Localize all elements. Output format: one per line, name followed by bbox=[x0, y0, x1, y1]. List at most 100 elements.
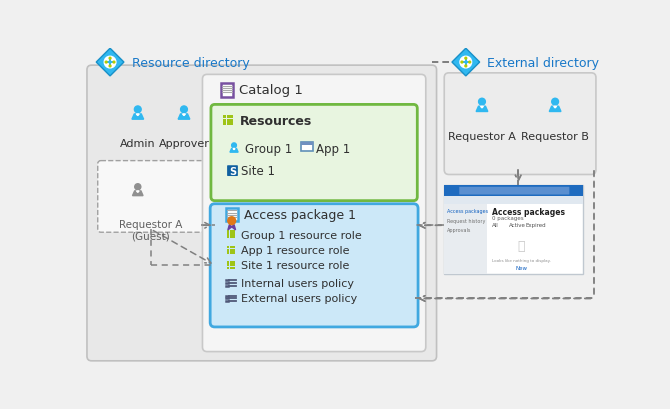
Text: Resources: Resources bbox=[239, 115, 312, 128]
Text: Group 1 resource role: Group 1 resource role bbox=[241, 230, 362, 240]
FancyBboxPatch shape bbox=[444, 74, 596, 175]
Polygon shape bbox=[178, 115, 190, 120]
Text: 🕊: 🕊 bbox=[517, 239, 525, 252]
Circle shape bbox=[460, 57, 472, 69]
Text: Access package 1: Access package 1 bbox=[244, 209, 356, 222]
FancyBboxPatch shape bbox=[230, 116, 234, 119]
FancyBboxPatch shape bbox=[232, 267, 234, 270]
Circle shape bbox=[469, 62, 470, 64]
FancyBboxPatch shape bbox=[226, 264, 229, 267]
FancyBboxPatch shape bbox=[226, 246, 229, 249]
Circle shape bbox=[105, 57, 116, 69]
FancyBboxPatch shape bbox=[232, 249, 234, 251]
Polygon shape bbox=[96, 49, 124, 77]
FancyBboxPatch shape bbox=[227, 116, 230, 119]
Text: Requestor A
(Guest): Requestor A (Guest) bbox=[119, 220, 182, 241]
Polygon shape bbox=[549, 107, 561, 112]
Polygon shape bbox=[480, 107, 484, 109]
FancyBboxPatch shape bbox=[227, 123, 230, 126]
Text: Active: Active bbox=[509, 222, 526, 228]
FancyBboxPatch shape bbox=[230, 252, 232, 254]
FancyBboxPatch shape bbox=[226, 261, 229, 264]
Circle shape bbox=[232, 144, 237, 148]
Polygon shape bbox=[233, 149, 235, 150]
FancyBboxPatch shape bbox=[232, 261, 234, 264]
Polygon shape bbox=[228, 225, 232, 230]
Circle shape bbox=[109, 58, 111, 60]
FancyBboxPatch shape bbox=[223, 119, 226, 123]
FancyBboxPatch shape bbox=[98, 161, 204, 233]
Text: Access packages: Access packages bbox=[446, 209, 488, 214]
FancyBboxPatch shape bbox=[301, 143, 314, 152]
Circle shape bbox=[461, 62, 463, 64]
Text: Approver: Approver bbox=[159, 139, 210, 149]
Text: Looks like nothing to display.: Looks like nothing to display. bbox=[492, 259, 551, 263]
Text: Site 1 resource role: Site 1 resource role bbox=[241, 261, 349, 271]
Text: External users policy: External users policy bbox=[241, 294, 357, 304]
FancyBboxPatch shape bbox=[230, 234, 232, 236]
Text: All: All bbox=[492, 222, 498, 228]
FancyBboxPatch shape bbox=[232, 252, 234, 254]
FancyBboxPatch shape bbox=[444, 186, 583, 274]
FancyBboxPatch shape bbox=[230, 249, 232, 251]
FancyBboxPatch shape bbox=[226, 252, 229, 254]
FancyBboxPatch shape bbox=[230, 261, 232, 264]
FancyBboxPatch shape bbox=[444, 186, 583, 197]
Polygon shape bbox=[553, 107, 557, 109]
Text: App 1 resource role: App 1 resource role bbox=[241, 245, 350, 255]
FancyBboxPatch shape bbox=[223, 123, 226, 126]
Circle shape bbox=[113, 62, 115, 64]
Text: Site 1: Site 1 bbox=[241, 165, 275, 178]
FancyBboxPatch shape bbox=[226, 234, 229, 236]
FancyBboxPatch shape bbox=[444, 204, 486, 274]
FancyBboxPatch shape bbox=[230, 246, 232, 249]
Polygon shape bbox=[476, 107, 488, 112]
FancyBboxPatch shape bbox=[459, 187, 570, 195]
FancyBboxPatch shape bbox=[230, 119, 234, 123]
FancyBboxPatch shape bbox=[226, 267, 229, 270]
FancyBboxPatch shape bbox=[232, 236, 234, 239]
Circle shape bbox=[465, 66, 467, 67]
FancyBboxPatch shape bbox=[226, 249, 229, 251]
Text: Approvals: Approvals bbox=[446, 227, 471, 232]
FancyBboxPatch shape bbox=[301, 143, 314, 146]
Text: Request history: Request history bbox=[446, 218, 485, 223]
Text: Catalog 1: Catalog 1 bbox=[239, 84, 304, 97]
FancyBboxPatch shape bbox=[230, 264, 232, 267]
FancyBboxPatch shape bbox=[232, 246, 234, 249]
Polygon shape bbox=[132, 115, 143, 120]
FancyBboxPatch shape bbox=[230, 123, 234, 126]
Circle shape bbox=[135, 107, 141, 113]
Text: External directory: External directory bbox=[487, 56, 600, 70]
Text: Group 1: Group 1 bbox=[245, 142, 292, 155]
Circle shape bbox=[181, 107, 188, 113]
FancyBboxPatch shape bbox=[444, 197, 583, 204]
Text: 0 packages: 0 packages bbox=[492, 215, 524, 220]
Circle shape bbox=[478, 99, 485, 106]
FancyBboxPatch shape bbox=[230, 231, 232, 233]
FancyBboxPatch shape bbox=[230, 236, 232, 239]
Circle shape bbox=[551, 99, 559, 106]
Text: Internal users policy: Internal users policy bbox=[241, 279, 354, 288]
Text: Admin: Admin bbox=[120, 139, 155, 149]
FancyBboxPatch shape bbox=[202, 75, 425, 352]
FancyBboxPatch shape bbox=[221, 84, 233, 97]
Text: S: S bbox=[229, 166, 236, 176]
Polygon shape bbox=[137, 191, 139, 193]
Circle shape bbox=[109, 66, 111, 67]
Text: Requestor B: Requestor B bbox=[521, 131, 589, 141]
FancyBboxPatch shape bbox=[87, 66, 437, 361]
FancyBboxPatch shape bbox=[226, 208, 238, 222]
Polygon shape bbox=[133, 191, 143, 196]
Circle shape bbox=[105, 62, 107, 64]
FancyBboxPatch shape bbox=[210, 204, 418, 327]
Polygon shape bbox=[230, 149, 238, 153]
FancyBboxPatch shape bbox=[227, 166, 238, 177]
Text: New: New bbox=[515, 265, 527, 270]
Circle shape bbox=[135, 184, 141, 190]
FancyBboxPatch shape bbox=[232, 234, 234, 236]
Polygon shape bbox=[452, 49, 480, 77]
Polygon shape bbox=[136, 115, 139, 116]
FancyBboxPatch shape bbox=[211, 105, 417, 201]
Circle shape bbox=[465, 58, 467, 60]
